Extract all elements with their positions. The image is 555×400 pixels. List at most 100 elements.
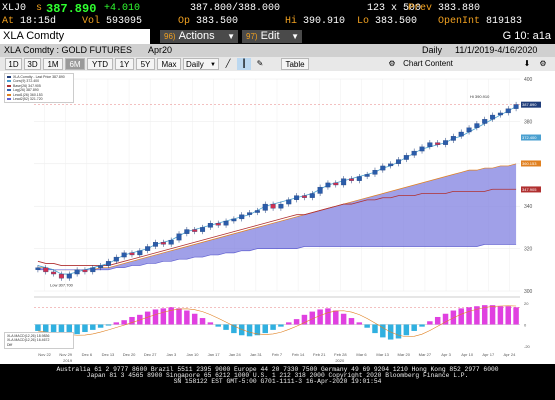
- legend-item[interactable]: Lag(26) 387.890: [7, 88, 71, 92]
- quote-at-value: 18:15d: [20, 16, 57, 27]
- edit-menu-button[interactable]: 97) Edit ▼: [242, 30, 302, 43]
- legend-label: Diff: [7, 342, 13, 347]
- macd-bar: [317, 309, 323, 325]
- legend-label: Lag(26) 387.890: [13, 88, 39, 93]
- candle-up: [278, 203, 284, 209]
- candle-up: [121, 252, 127, 258]
- x-tick-label: Jan 24: [229, 352, 242, 357]
- period-3d-button[interactable]: 3D: [24, 58, 41, 70]
- macd-bar: [144, 311, 151, 325]
- macd-bar: [43, 324, 49, 334]
- edit-label: Edit: [260, 30, 280, 42]
- macd-bar: [293, 319, 300, 325]
- quote-low-label: Lo: [357, 16, 370, 27]
- candle-up: [427, 142, 433, 147]
- macd-bar: [442, 313, 449, 325]
- quote-open-value: 383.500: [196, 16, 239, 27]
- legend-item[interactable]: Base(26) 347.905: [7, 84, 71, 88]
- candle-up: [403, 155, 409, 160]
- frequency-dropdown[interactable]: Daily ▼: [183, 58, 219, 70]
- chevron-down-icon: ▼: [227, 32, 235, 41]
- candle-up: [231, 218, 237, 222]
- candle-up: [411, 150, 417, 156]
- table-button[interactable]: Table: [281, 58, 309, 70]
- quote-prev-value: 383.880: [438, 3, 481, 14]
- candle-up: [137, 250, 143, 256]
- line-chart-icon[interactable]: ╱: [225, 59, 231, 68]
- period-max-button[interactable]: Max: [157, 58, 181, 70]
- macd-bar: [121, 320, 127, 325]
- candle-up: [466, 127, 472, 133]
- gear-icon[interactable]: ⚙: [388, 59, 396, 68]
- quote-open-interest: OpenInt 819183: [438, 16, 522, 27]
- legend-label: XLA Comdty - Last Price 387.890: [13, 75, 65, 79]
- macd-legend[interactable]: XLA MACD(12,26) 18.9836 XLA MACD(12,26) 1…: [4, 332, 74, 350]
- candlestick-icon[interactable]: ┃: [237, 58, 251, 70]
- function-code: G 10: a1a: [502, 30, 551, 42]
- x-tick-label: Mar 6: [356, 352, 367, 357]
- candle-up: [90, 267, 96, 273]
- macd-bar: [74, 324, 80, 335]
- period-6m-button[interactable]: 6M: [65, 58, 85, 70]
- candle-down: [192, 229, 198, 232]
- legend-item[interactable]: XLA MACD(12,26) 18.9836: [7, 334, 71, 338]
- period-1m-button[interactable]: 1M: [43, 58, 63, 70]
- actions-menu-button[interactable]: 96) Actions ▼: [160, 30, 238, 43]
- period-1d-button[interactable]: 1D: [5, 58, 22, 70]
- macd-bar: [113, 322, 120, 325]
- period-ytd-button[interactable]: YTD: [87, 58, 113, 70]
- macd-bar: [481, 305, 488, 325]
- quote-vol-label: Vol: [82, 16, 101, 27]
- draw-icon[interactable]: ✎: [256, 59, 264, 68]
- macd-bar: [58, 324, 65, 338]
- download-icon[interactable]: ⬇: [523, 59, 531, 68]
- macd-y-tick-label: -20: [524, 344, 531, 349]
- legend-label: Lead2(52) 321.720: [13, 97, 43, 102]
- macd-bar: [160, 308, 167, 325]
- candle-up: [388, 163, 394, 167]
- quote-low-value: 383.500: [375, 16, 418, 27]
- legend-label: XLA MACD(12,26) 16.4672: [7, 338, 50, 343]
- macd-bar: [505, 306, 511, 325]
- macd-bar: [270, 324, 276, 330]
- settings-icon[interactable]: ⚙: [539, 59, 547, 68]
- chevron-down-icon: ▼: [210, 62, 216, 68]
- legend-item[interactable]: Lead2(52) 321.720: [7, 97, 71, 101]
- quote-prev-label: Prev: [408, 3, 433, 14]
- quote-high: Hi 390.910: [285, 16, 345, 27]
- macd-bar: [380, 324, 386, 338]
- legend-item[interactable]: Conv(9) 372.400: [7, 79, 71, 83]
- candle-down: [348, 178, 354, 181]
- candle-up: [341, 178, 347, 186]
- actions-label: Actions: [178, 30, 215, 42]
- legend-label: Conv(9) 372.400: [13, 79, 40, 84]
- quote-vol: Vol 593095: [82, 16, 142, 27]
- candle-down: [333, 182, 339, 186]
- main-legend[interactable]: XLA Comdty - Last Price 387.890 Conv(9) 3…: [4, 73, 74, 104]
- macd-bar: [427, 321, 433, 325]
- candle-up: [168, 239, 174, 245]
- chevron-down-icon: ▼: [291, 32, 299, 41]
- price-label: 360.153: [522, 161, 537, 166]
- security-input[interactable]: XLA Comdty: [0, 29, 150, 44]
- legend-item[interactable]: XLA MACD(12,26) 16.4672: [7, 338, 71, 342]
- periodicity-label: Daily: [422, 45, 443, 55]
- quote-last-price: 387.890: [46, 2, 97, 16]
- chart-content-button[interactable]: Chart Content: [403, 59, 453, 68]
- candle-up: [176, 233, 182, 241]
- period-5y-button[interactable]: 5Y: [136, 58, 155, 70]
- period-1y-button[interactable]: 1Y: [115, 58, 134, 70]
- macd-bar: [403, 324, 410, 336]
- legend-label: Lead1(26) 360.153: [13, 92, 43, 97]
- lead1-line: [37, 163, 517, 271]
- macd-bar: [364, 324, 370, 328]
- y-tick-label: 380: [524, 119, 533, 125]
- legend-item[interactable]: Lead1(26) 360.153: [7, 93, 71, 97]
- macd-bar: [50, 324, 57, 336]
- macd-bar: [356, 322, 363, 325]
- legend-item[interactable]: XLA Comdty - Last Price 387.890: [7, 75, 71, 79]
- candle-up: [184, 229, 190, 234]
- legend-item[interactable]: Diff: [7, 343, 71, 347]
